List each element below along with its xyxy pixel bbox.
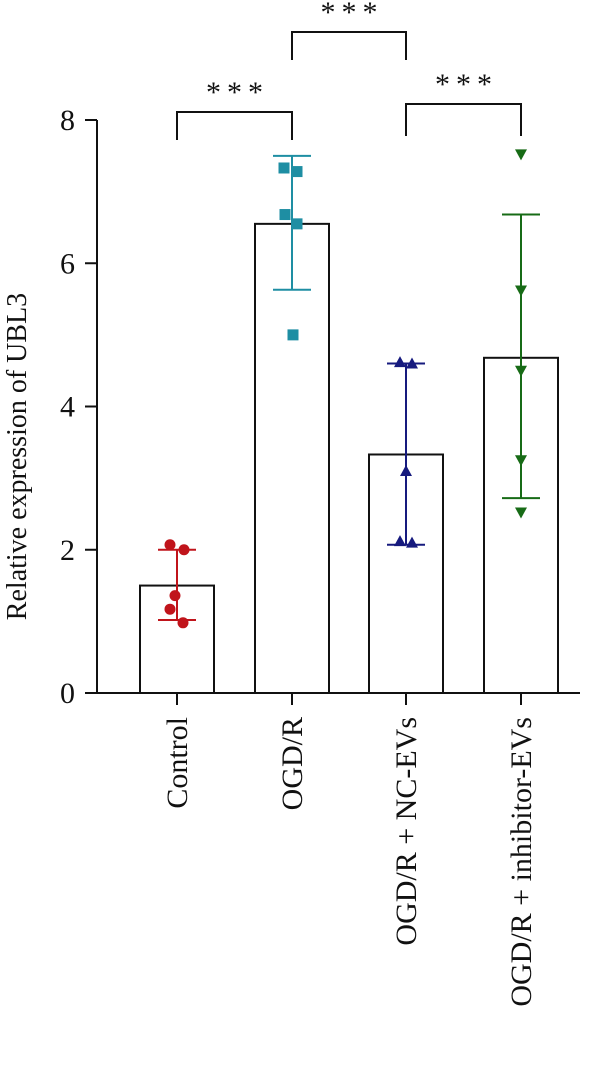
x-category-label: OGD/R + NC-EVs: [390, 717, 423, 946]
x-category-label: Control: [161, 717, 194, 809]
data-point: [400, 464, 412, 476]
data-point: [278, 162, 290, 174]
data-point: [515, 507, 527, 519]
data-point: [291, 166, 303, 178]
y-tick-label: 4: [60, 391, 75, 424]
bar: [254, 222, 330, 694]
y-tick-label: 2: [60, 534, 75, 567]
significance-label: ***: [206, 76, 269, 109]
significance-label: ***: [321, 0, 384, 29]
x-category-label: OGD/R + inhibitor-EVs: [505, 717, 538, 1007]
data-point: [164, 603, 176, 615]
error-bars-group: [158, 154, 540, 621]
y-tick-label: 0: [60, 677, 75, 710]
significance-bracket: [291, 31, 407, 60]
data-point: [394, 535, 406, 547]
y-tick-label: 8: [60, 104, 75, 137]
data-point: [287, 329, 299, 341]
data-point: [291, 218, 303, 230]
data-point: [394, 356, 406, 368]
data-point: [406, 357, 418, 369]
significance-brackets: *** *** ***: [176, 0, 522, 140]
axis-labels: Control OGD/R OGD/R + NC-EVs OGD/R + inhibi…: [2, 293, 538, 1007]
data-point: [515, 455, 527, 467]
significance-label: ***: [435, 68, 498, 101]
data-point: [169, 590, 181, 602]
data-point: [515, 365, 527, 377]
data-point: [164, 539, 176, 551]
data-point: [406, 536, 418, 548]
data-point: [177, 617, 189, 629]
data-point: [515, 285, 527, 297]
data-point: [515, 149, 527, 161]
data-points-group: [164, 149, 527, 629]
y-tick-label: 6: [60, 247, 75, 280]
data-point: [279, 209, 291, 221]
significance-bracket: [405, 103, 522, 136]
bars-group: [139, 222, 559, 694]
data-point: [178, 544, 190, 556]
x-category-label: OGD/R: [276, 717, 309, 810]
significance-bracket: [176, 111, 293, 140]
y-axis-label: Relative expression of UBL3: [2, 293, 33, 620]
